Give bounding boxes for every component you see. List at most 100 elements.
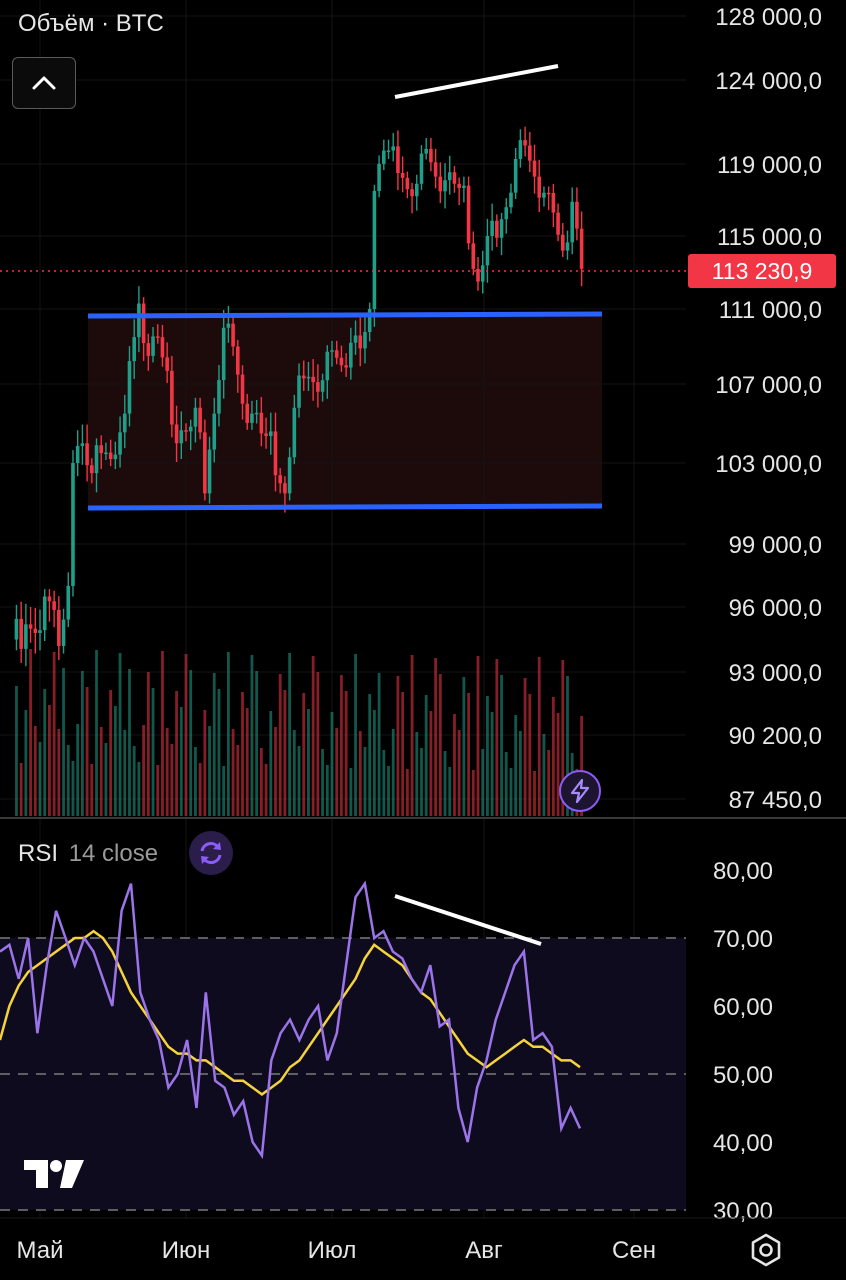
- candle-body: [184, 430, 188, 432]
- candle-body: [320, 380, 325, 392]
- settings-button[interactable]: [748, 1232, 784, 1273]
- price-tick-label: 128 000,0: [715, 4, 822, 31]
- rsi-trend-line: [394, 894, 542, 946]
- candle-body: [85, 443, 89, 466]
- candle-body: [137, 303, 141, 338]
- volume-bar: [264, 764, 268, 816]
- candle-body: [198, 407, 202, 433]
- candle-body: [75, 446, 80, 463]
- candle-body: [424, 148, 428, 154]
- volume-bar: [222, 766, 226, 816]
- candle-body: [466, 185, 471, 244]
- price-tick-label: 107 000,0: [715, 372, 822, 399]
- candles: [14, 126, 584, 667]
- rsi-refresh-button[interactable]: [189, 831, 233, 875]
- rsi-label[interactable]: RSI 14 close: [18, 840, 158, 868]
- volume-bar: [457, 730, 461, 816]
- gear-icon: [751, 1233, 781, 1267]
- volume-bar: [184, 654, 188, 816]
- volume-bar: [132, 746, 136, 816]
- rsi-tick-label: 60,00: [713, 994, 773, 1021]
- candle-body: [542, 192, 546, 198]
- candle-body: [452, 172, 457, 184]
- volume-bar: [33, 726, 37, 816]
- volume-bar: [325, 765, 329, 816]
- volume-bar: [405, 769, 409, 816]
- rsi-tick-label: 30,00: [713, 1198, 773, 1225]
- price-tick-label: 111 000,0: [719, 297, 822, 324]
- candle-body: [52, 601, 56, 610]
- candle-body: [297, 375, 301, 408]
- bolt-button[interactable]: [559, 770, 601, 812]
- volume-bar: [292, 730, 296, 816]
- candle-body: [94, 445, 99, 474]
- volume-bar: [62, 668, 65, 816]
- volume-bar: [297, 746, 301, 816]
- volume-bar: [128, 669, 131, 816]
- rsi-line: [0, 880, 582, 1160]
- volume-bar: [363, 747, 367, 816]
- candle-body: [66, 586, 71, 620]
- candle-body: [165, 357, 169, 371]
- volume-bar: [368, 694, 372, 816]
- candle-body: [513, 158, 518, 193]
- volume-bar: [377, 673, 381, 816]
- volume-bar: [448, 767, 452, 816]
- rsi-tick-label: 70,00: [713, 926, 773, 953]
- volume-bar: [354, 654, 357, 816]
- price-axis: 128 000,0 124 000,0 119 000,0 115 000,0 111 …: [715, 4, 822, 814]
- volume-bar: [104, 743, 108, 816]
- candle-body: [433, 162, 438, 177]
- candle-body: [57, 609, 61, 646]
- candle-body: [259, 412, 264, 434]
- candle-body: [330, 350, 334, 352]
- volume-bar: [278, 674, 282, 816]
- volume-bar: [24, 710, 28, 816]
- candle-body: [499, 219, 504, 238]
- volume-bar: [198, 763, 202, 816]
- volume-bar: [274, 727, 277, 816]
- candle-body: [443, 180, 447, 192]
- volume-bar: [165, 728, 169, 816]
- volume-bar: [321, 749, 324, 816]
- last-price-tag: 113 230,9: [688, 254, 836, 288]
- collapse-button[interactable]: [12, 57, 76, 109]
- candle-body: [532, 160, 537, 177]
- candle-body: [405, 177, 410, 190]
- candle-body: [155, 336, 160, 338]
- candle-body: [226, 323, 231, 328]
- volume-bar: [137, 762, 141, 816]
- volume-bar: [410, 655, 414, 816]
- volume-bar: [542, 734, 546, 816]
- candle-body: [462, 185, 466, 188]
- volume-bar: [170, 744, 174, 816]
- volume-bar: [90, 764, 94, 816]
- candle-body: [471, 243, 476, 269]
- price-tick-label: 93 000,0: [729, 660, 822, 687]
- range-bottom-line: [87, 503, 603, 511]
- volume-bar: [438, 674, 442, 816]
- volume-bars: [15, 649, 584, 816]
- candle-body: [551, 192, 556, 213]
- candle-body: [170, 370, 174, 425]
- rsi-params: 14 close: [68, 840, 159, 867]
- volume-bar: [269, 711, 273, 816]
- volume-bar: [217, 689, 221, 816]
- candle-body: [80, 443, 85, 447]
- candle-body: [485, 236, 490, 266]
- volume-bar: [194, 747, 197, 816]
- volume-bar: [118, 653, 122, 816]
- volume-bar: [43, 689, 47, 816]
- volume-bar: [443, 751, 447, 816]
- price-tick-label: 119 000,0: [717, 152, 822, 179]
- candle-body: [231, 323, 235, 347]
- volume-bar: [250, 655, 254, 816]
- rsi-tick-label: 80,00: [713, 858, 773, 885]
- volume-bar: [71, 761, 75, 816]
- range-box: [88, 316, 602, 506]
- volume-bar: [80, 671, 84, 816]
- candle-body: [193, 407, 198, 427]
- rsi-tick-label: 40,00: [713, 1130, 773, 1157]
- volume-bar: [189, 670, 193, 816]
